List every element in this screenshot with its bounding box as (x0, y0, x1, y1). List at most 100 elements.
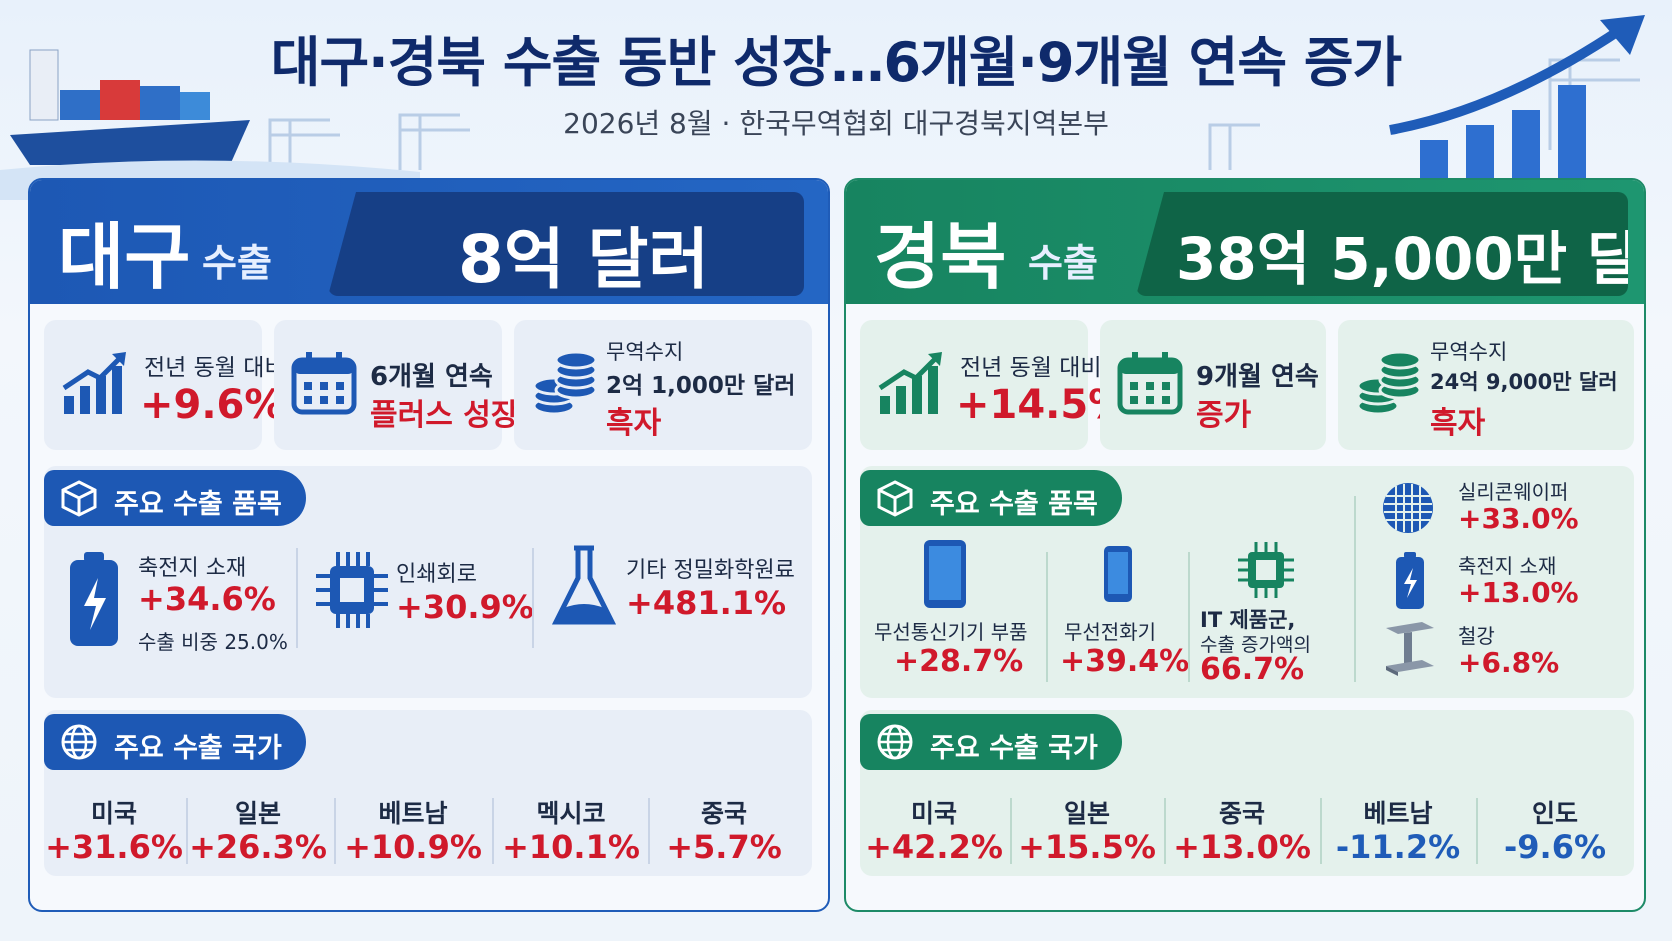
country-name: 미국 (910, 799, 957, 828)
section-header: 주요 수출 품목 (860, 470, 1122, 526)
item-name: 인쇄회로 (396, 562, 477, 587)
export-countries-section: 주요 수출 국가 미국 +42.2% 일본 +15.5% 중국 +13.0% 베… (860, 710, 1634, 876)
balance-label: 무역수지 (606, 340, 684, 364)
country-name: 중국 (1218, 799, 1265, 828)
gyeongbuk-panel: 경북 수출 38억 5,000만 달러 전년 동월 대비 +14.5% 9개월 … (844, 178, 1646, 912)
divider (648, 798, 650, 864)
wafer-icon (1383, 483, 1433, 533)
country-item: 베트남 +10.9% (338, 794, 488, 874)
export-item: 인쇄회로 +30.9% (306, 536, 534, 686)
growth-chart-icon (1389, 15, 1645, 180)
balance-amount: 2억 1,000만 달러 (606, 373, 796, 399)
yoy-value: +9.6% (140, 382, 285, 428)
yoy-label: 전년 동월 대비 (960, 355, 1102, 381)
box-icon (877, 480, 913, 517)
divider (334, 798, 336, 864)
battery-icon (70, 552, 118, 646)
export-amount: 38억 5,000만 달러 (1176, 225, 1646, 293)
balance-card: 무역수지 24억 9,000만 달러 흑자 (1338, 320, 1634, 450)
item-name: 축전지 소재 (138, 556, 247, 581)
country-value: +42.2% (865, 828, 1003, 866)
balance-card: 무역수지 2억 1,000만 달러 흑자 (514, 320, 812, 450)
page-subtitle: 2026년 8월 · 한국무역협회 대구경북지역본부 (563, 107, 1109, 140)
coins-icon (532, 350, 598, 416)
item-value: +30.9% (396, 588, 534, 626)
country-item: 멕시코 +10.1% (496, 794, 646, 874)
divider (296, 548, 298, 648)
section-title: 주요 수출 품목 (930, 489, 1098, 520)
country-name: 일본 (1063, 799, 1110, 828)
item-value: +6.8% (1458, 646, 1560, 679)
chip-icon (1238, 542, 1294, 598)
export-item: 실리콘웨이퍼 +33.0% (1364, 474, 1634, 544)
country-value: -11.2% (1335, 828, 1461, 866)
country-value: -9.6% (1503, 828, 1607, 866)
item-value: +13.0% (1458, 576, 1579, 609)
country-value: +10.9% (344, 828, 482, 866)
country-name: 멕시코 (536, 799, 606, 828)
daegu-header: 대구 수출 8억 달러 (30, 180, 828, 304)
streak-value: 플러스 성장 (370, 398, 519, 433)
country-item: 중국 +5.7% (654, 794, 794, 874)
streak-value: 증가 (1196, 398, 1252, 433)
country-name: 일본 (234, 799, 281, 828)
country-item: 미국 +42.2% (860, 794, 1008, 874)
daegu-panel: 대구 수출 8억 달러 전년 동월 대비 +9.6% 6개월 연속 플러스 성장 (28, 178, 830, 912)
item-value: +481.1% (626, 584, 787, 622)
divider (1010, 798, 1012, 864)
region-kind: 수출 (202, 241, 272, 285)
tablet-icon (924, 540, 966, 608)
circuit-icon (316, 552, 388, 628)
item-value: +33.0% (1458, 502, 1579, 535)
item-name: 무선전화기 (1064, 620, 1156, 644)
export-item: 철강 +6.8% (1364, 618, 1634, 688)
divider (1476, 798, 1478, 864)
export-amount: 8억 달러 (458, 221, 710, 298)
streak-label: 6개월 연속 (370, 362, 493, 392)
item-value: 66.7% (1200, 652, 1305, 687)
export-item: 무선전화기 +39.4% (1050, 536, 1190, 686)
export-item: 축전지 소재 +34.6% 수출 비중 25.0% (44, 536, 294, 686)
divider (1046, 552, 1048, 682)
item-note: 수출 비중 25.0% (138, 630, 288, 654)
country-item: 미국 +31.6% (44, 794, 184, 874)
phone-icon (1104, 546, 1132, 602)
item-name: 철강 (1458, 624, 1495, 648)
section-title: 주요 수출 국가 (114, 733, 282, 764)
country-item: 일본 +26.3% (188, 794, 328, 874)
country-value: +15.5% (1018, 828, 1156, 866)
section-title: 주요 수출 품목 (114, 489, 282, 520)
gyeongbuk-header: 경북 수출 38억 5,000만 달러 (846, 180, 1644, 304)
box-icon (61, 480, 97, 517)
item-name: 무선통신기기 부품 (874, 620, 1028, 644)
divider (532, 548, 534, 648)
country-value: +31.6% (45, 828, 183, 866)
country-name: 미국 (90, 799, 137, 828)
streak-card: 6개월 연속 플러스 성장 (274, 320, 518, 450)
country-item: 중국 +13.0% (1166, 794, 1318, 874)
yoy-value: +14.5% (956, 382, 1129, 428)
trend-up-icon (878, 352, 942, 414)
divider (1354, 496, 1356, 682)
battery-icon (1396, 552, 1424, 609)
country-value: +13.0% (1173, 828, 1311, 866)
flask-icon (552, 545, 616, 625)
item-value: +39.4% (1060, 644, 1190, 679)
balance-amount: 24억 9,000만 달러 (1430, 370, 1618, 394)
yoy-label: 전년 동월 대비 (144, 355, 286, 381)
region-name: 대구 (58, 215, 191, 299)
item-value: +34.6% (138, 580, 276, 618)
coins-icon (1356, 350, 1422, 416)
section-header: 주요 수출 국가 (860, 714, 1122, 770)
trend-up-icon (62, 352, 126, 414)
yoy-card: 전년 동월 대비 +14.5% (860, 320, 1128, 450)
country-item: 베트남 -11.2% (1322, 794, 1474, 874)
divider (186, 798, 188, 864)
calendar-icon (1117, 352, 1183, 415)
streak-card: 9개월 연속 증가 (1100, 320, 1326, 450)
country-name: 베트남 (1363, 799, 1433, 828)
item-value: +28.7% (894, 644, 1024, 679)
balance-value: 흑자 (606, 406, 662, 441)
calendar-icon (291, 352, 357, 415)
region-kind: 수출 (1028, 241, 1098, 285)
